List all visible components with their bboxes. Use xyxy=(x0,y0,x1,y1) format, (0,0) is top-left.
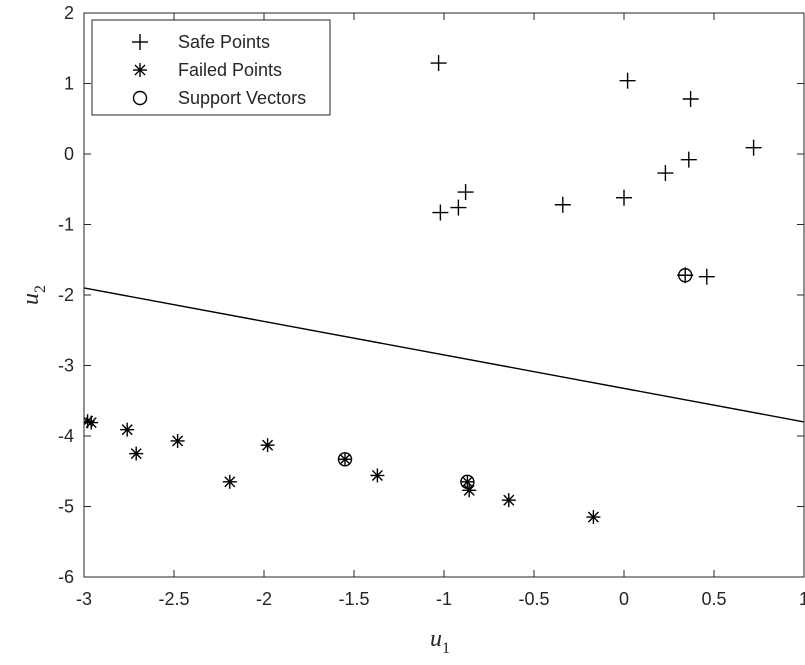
x-axis-ticks: -3 -2.5 -2 -1.5 -1 -0.5 0 0.5 1 xyxy=(76,13,805,609)
safe-point-marker xyxy=(450,199,467,216)
legend-entry-label: Failed Points xyxy=(178,60,282,80)
safe-point-marker xyxy=(457,184,474,201)
series-plus xyxy=(430,55,762,285)
failed-point-marker xyxy=(260,438,275,453)
failed-point-marker xyxy=(222,474,237,489)
safe-point-marker xyxy=(682,91,699,108)
y-tick-label: -1 xyxy=(58,215,74,235)
x-tick-label: -1.5 xyxy=(338,589,369,609)
safe-point-marker xyxy=(619,72,636,89)
x-tick-label: 0 xyxy=(619,589,629,609)
safe-point-marker xyxy=(745,139,762,156)
support-vector-marker xyxy=(460,474,475,490)
x-axis-label-subscript: 1 xyxy=(442,640,450,657)
y-tick-label: -3 xyxy=(58,356,74,376)
y-tick-label: -4 xyxy=(58,426,74,446)
legend-asterisk-icon xyxy=(133,63,147,77)
y-axis-label-main: u xyxy=(18,293,44,305)
series-circle xyxy=(337,268,693,490)
failed-point-marker xyxy=(462,483,477,498)
legend-plus-icon xyxy=(132,34,148,50)
failed-point-marker xyxy=(170,433,185,448)
failed-point-marker xyxy=(338,452,352,467)
y-tick-label: -2 xyxy=(58,285,74,305)
y-tick-label: 0 xyxy=(64,144,74,164)
x-tick-label: 1 xyxy=(799,589,805,609)
legend-circle-icon xyxy=(132,90,148,106)
y-tick-label: -6 xyxy=(58,567,74,587)
safe-point-marker xyxy=(698,268,715,285)
legend-box xyxy=(91,19,331,116)
x-axis-label-main: u xyxy=(430,626,442,652)
safe-point-marker xyxy=(680,151,697,168)
failed-point-marker xyxy=(120,422,135,437)
y-axis-label: u2 xyxy=(18,285,49,305)
support-vector-marker xyxy=(337,452,353,467)
support-vector-marker xyxy=(678,268,693,283)
y-axis-label-subscript: 2 xyxy=(32,285,49,293)
failed-point-marker xyxy=(129,446,144,461)
failed-point-marker xyxy=(370,468,385,483)
legend: Safe Points Failed Points Support Vectors xyxy=(91,19,331,116)
safe-point-marker xyxy=(430,55,447,72)
safe-point-marker xyxy=(432,204,449,221)
x-tick-label: -3 xyxy=(76,589,92,609)
decision-boundary-line xyxy=(84,287,804,423)
plot-content xyxy=(84,55,804,525)
failed-point-marker xyxy=(460,474,475,489)
failed-point-marker xyxy=(586,510,601,525)
series-asterisk xyxy=(84,414,601,525)
x-axis-label: u1 xyxy=(430,626,450,657)
safe-point-marker xyxy=(657,165,674,182)
safe-point-marker xyxy=(677,267,694,284)
y-axis-ticks: -6 -5 -4 -3 -2 -1 0 1 2 xyxy=(58,3,804,587)
y-tick-label: -5 xyxy=(58,497,74,517)
x-tick-label: 0.5 xyxy=(701,589,726,609)
y-tick-label: 2 xyxy=(64,3,74,23)
safe-point-marker xyxy=(616,189,632,206)
failed-point-marker xyxy=(84,415,99,430)
failed-point-marker xyxy=(501,493,516,508)
legend-entry-label: Safe Points xyxy=(178,32,270,52)
x-tick-label: -2.5 xyxy=(158,589,189,609)
y-tick-label: 1 xyxy=(64,74,74,94)
plot-area xyxy=(84,55,804,525)
safe-point-marker xyxy=(554,196,571,213)
legend-entry-label: Support Vectors xyxy=(178,88,306,108)
x-tick-label: -0.5 xyxy=(518,589,549,609)
x-tick-label: -1 xyxy=(436,589,452,609)
x-tick-label: -2 xyxy=(256,589,272,609)
